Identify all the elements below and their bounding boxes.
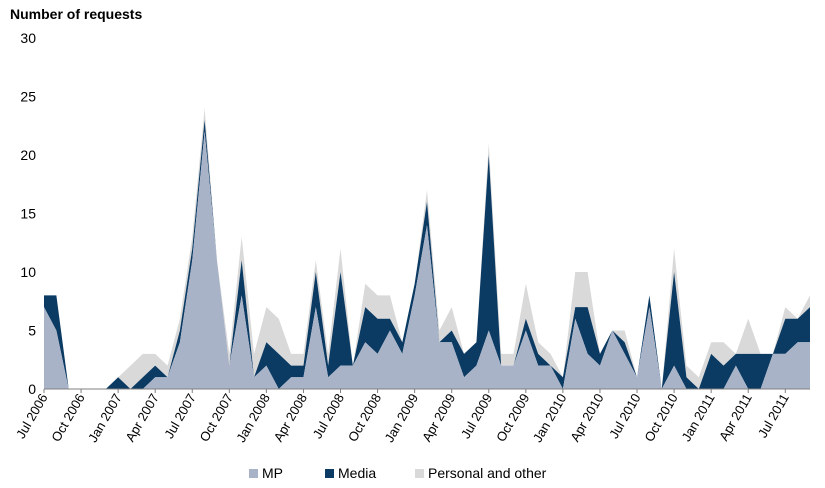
x-tick-label: Apr 2010 bbox=[567, 391, 606, 444]
x-tick-label: Jul 2006 bbox=[13, 391, 51, 441]
y-tick-label: 0 bbox=[28, 381, 36, 397]
x-tick-label: Jul 2008 bbox=[310, 391, 348, 441]
x-tick-label: Oct 2009 bbox=[493, 391, 532, 444]
x-tick-label: Jan 2009 bbox=[382, 391, 422, 445]
legend-label-media: Media bbox=[338, 465, 377, 481]
x-tick-label: Jan 2010 bbox=[530, 391, 570, 445]
x-tick-label: Oct 2007 bbox=[197, 391, 236, 444]
x-tick-label: Apr 2009 bbox=[419, 391, 458, 444]
x-tick-label: Jul 2007 bbox=[161, 391, 199, 441]
x-tick-label: Jan 2011 bbox=[679, 391, 718, 444]
y-tick-label: 30 bbox=[20, 30, 36, 46]
y-axis-ticks: 0 5 10 15 20 25 30 bbox=[20, 30, 36, 397]
x-tick-label: Apr 2007 bbox=[122, 391, 161, 444]
x-tick-label: Jan 2008 bbox=[233, 391, 273, 445]
legend: MP Media Personal and other bbox=[0, 465, 825, 485]
x-tick-label: Oct 2006 bbox=[48, 391, 87, 444]
x-tick-label: Apr 2008 bbox=[271, 391, 310, 444]
x-tick-label: Oct 2008 bbox=[345, 391, 384, 444]
y-tick-label: 10 bbox=[20, 264, 36, 280]
legend-label-personal: Personal and other bbox=[428, 465, 547, 481]
area-media bbox=[44, 119, 810, 390]
legend-label-mp: MP bbox=[262, 465, 283, 481]
x-tick-label: Jul 2010 bbox=[606, 391, 644, 441]
legend-item-media: Media bbox=[325, 465, 376, 481]
x-tick-label: Apr 2011 bbox=[716, 391, 755, 443]
y-tick-label: 20 bbox=[20, 147, 36, 163]
area-series-group bbox=[44, 108, 810, 390]
x-tick-label: Jan 2007 bbox=[85, 391, 125, 445]
y-axis-title: Number of requests bbox=[10, 6, 143, 22]
legend-swatch-mp bbox=[249, 468, 258, 478]
y-tick-label: 15 bbox=[20, 206, 36, 222]
area-mp bbox=[44, 131, 810, 389]
legend-item-personal: Personal and other bbox=[415, 465, 546, 481]
y-tick-label: 25 bbox=[20, 89, 36, 105]
legend-swatch-media bbox=[325, 468, 334, 478]
x-tick-label: Oct 2010 bbox=[641, 391, 680, 444]
legend-swatch-personal bbox=[415, 468, 424, 478]
legend-item-mp: MP bbox=[249, 465, 283, 481]
x-tick-label: Jul 2011 bbox=[755, 391, 792, 440]
y-tick-label: 5 bbox=[28, 323, 36, 339]
x-tick-label: Jul 2009 bbox=[458, 391, 496, 441]
